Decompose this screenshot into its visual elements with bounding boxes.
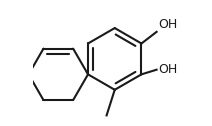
Text: OH: OH (158, 18, 177, 31)
Text: OH: OH (158, 63, 177, 76)
